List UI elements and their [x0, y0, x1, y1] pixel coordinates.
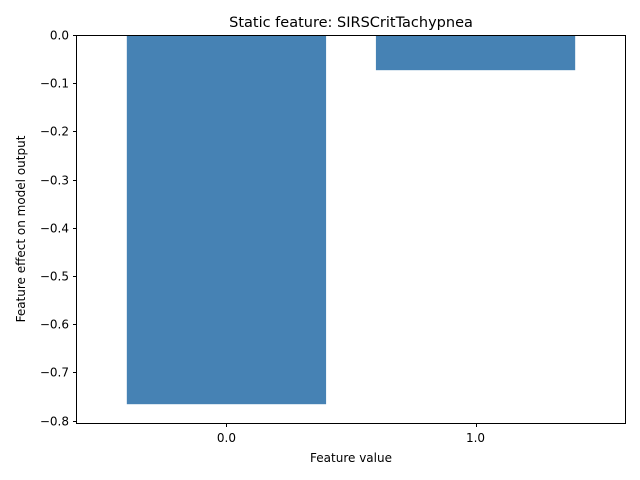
y-tick-label: −0.1 — [40, 77, 69, 91]
y-axis-label: Feature effect on model output — [14, 135, 28, 322]
bar-0.0 — [126, 35, 327, 405]
y-tick-label: −0.5 — [40, 270, 69, 284]
x-tick-label: 1.0 — [466, 431, 485, 445]
y-axis-ticks: 0.0 −0.1 −0.2 −0.3 −0.4 −0.5 −0.6 −0.7 −0.8 — [40, 29, 77, 429]
x-axis-ticks: 0.0 1.0 — [217, 423, 485, 445]
bar-1.0 — [375, 35, 576, 71]
x-tick-label: 0.0 — [217, 431, 236, 445]
y-tick-label: 0.0 — [50, 29, 69, 43]
plot-frame — [76, 35, 626, 424]
y-tick-label: −0.6 — [40, 318, 69, 332]
y-tick-label: −0.2 — [40, 125, 69, 139]
bars-group — [126, 35, 576, 405]
y-tick-label: −0.3 — [40, 174, 69, 188]
x-axis-label: Feature value — [310, 451, 392, 465]
y-tick-label: −0.4 — [40, 222, 69, 236]
chart-title: Static feature: SIRSCritTachypnea — [229, 15, 473, 31]
y-tick-label: −0.7 — [40, 366, 69, 380]
y-tick-label: −0.8 — [40, 415, 69, 429]
